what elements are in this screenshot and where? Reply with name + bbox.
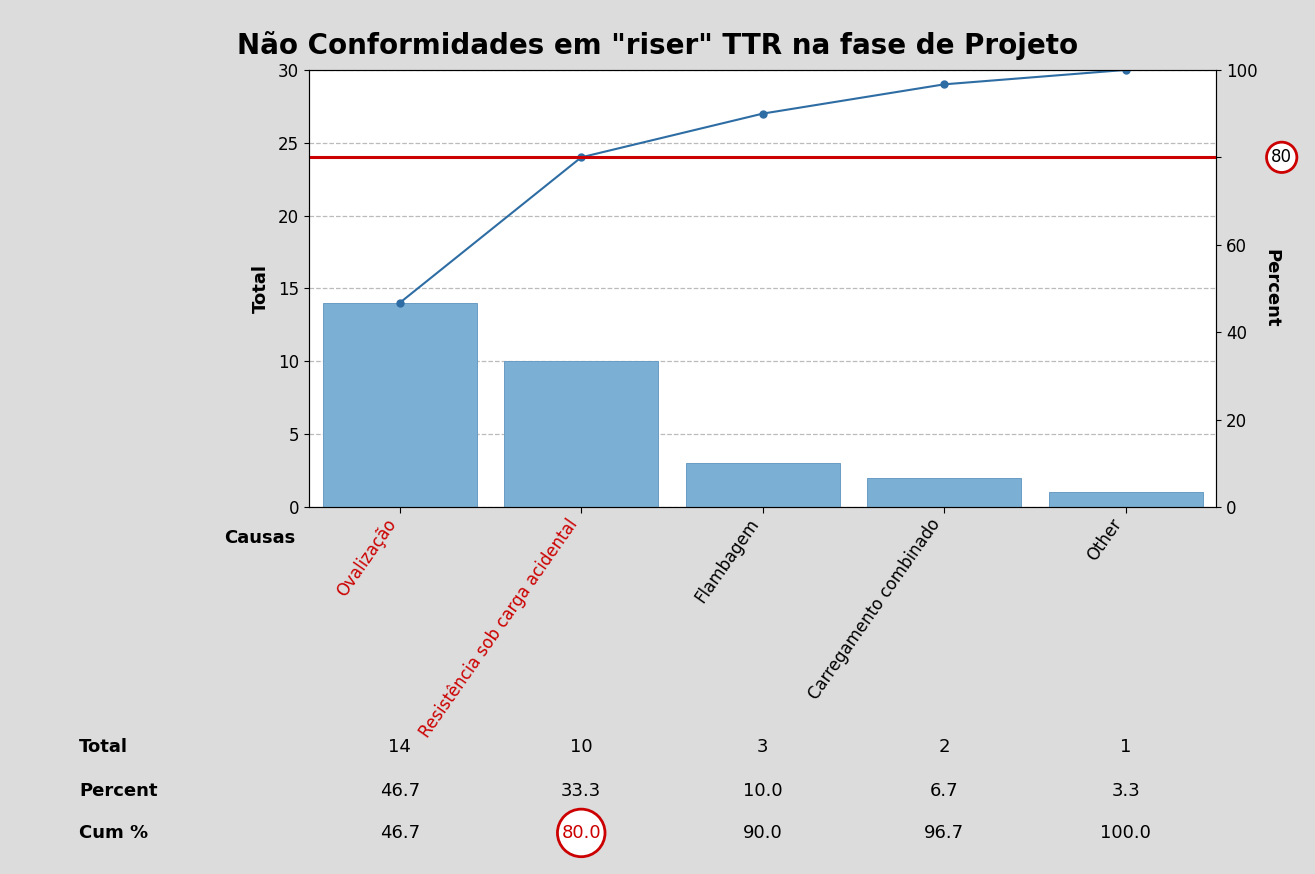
Bar <box>504 361 659 507</box>
Text: Percent: Percent <box>79 782 158 800</box>
Text: 6.7: 6.7 <box>930 782 959 800</box>
Y-axis label: Total: Total <box>252 264 270 313</box>
Text: Carregamento combinado: Carregamento combinado <box>805 516 944 704</box>
Text: Ovalização: Ovalização <box>333 516 400 600</box>
Bar <box>867 478 1022 507</box>
Text: 3.3: 3.3 <box>1111 782 1140 800</box>
Text: Flambagem: Flambagem <box>692 516 763 607</box>
Text: 3: 3 <box>757 739 768 756</box>
Text: Total: Total <box>79 739 128 756</box>
Text: 80.0: 80.0 <box>562 824 601 842</box>
Bar <box>1048 492 1203 507</box>
Text: 2: 2 <box>939 739 949 756</box>
Text: Cum %: Cum % <box>79 824 149 842</box>
Text: 80: 80 <box>1272 149 1293 166</box>
Text: 100.0: 100.0 <box>1101 824 1151 842</box>
Text: 46.7: 46.7 <box>380 824 419 842</box>
Text: 14: 14 <box>388 739 412 756</box>
Text: 1: 1 <box>1120 739 1131 756</box>
Bar <box>322 303 477 507</box>
Text: 96.7: 96.7 <box>924 824 964 842</box>
Text: Causas: Causas <box>225 529 296 547</box>
Text: Resistência sob carga acidental: Resistência sob carga acidental <box>416 516 581 741</box>
Text: 10.0: 10.0 <box>743 782 782 800</box>
Text: Other: Other <box>1084 516 1126 565</box>
Y-axis label: Percent: Percent <box>1262 249 1279 328</box>
Text: 90.0: 90.0 <box>743 824 782 842</box>
Text: 46.7: 46.7 <box>380 782 419 800</box>
Text: 33.3: 33.3 <box>562 782 601 800</box>
Text: 10: 10 <box>569 739 593 756</box>
Text: Não Conformidades em "riser" TTR na fase de Projeto: Não Conformidades em "riser" TTR na fase… <box>237 31 1078 59</box>
Bar <box>685 463 840 507</box>
